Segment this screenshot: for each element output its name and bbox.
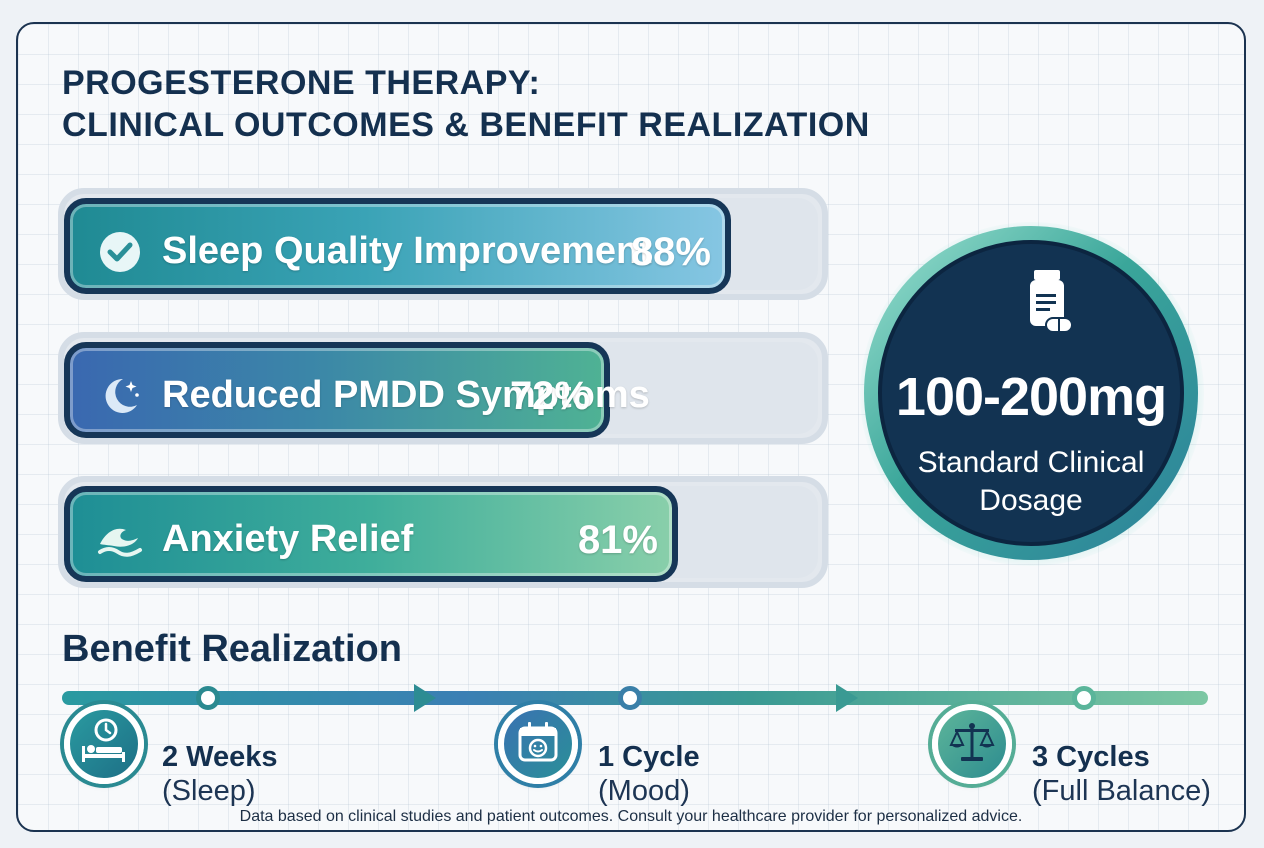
calendar-smile-icon xyxy=(514,718,562,771)
timeline-arrow xyxy=(414,684,436,712)
outcome-value: 81% xyxy=(577,518,658,562)
outcome-value: 88% xyxy=(630,230,711,274)
outcome-fill-anxiety: Anxiety Relief 81% xyxy=(64,486,678,582)
infographic-card: PROGESTERONE THERAPY: CLINICAL OUTCOMES … xyxy=(16,22,1246,832)
stage-title: 2 Weeks xyxy=(162,741,278,773)
outcome-bar-anxiety: Anxiety Relief 81% xyxy=(58,476,828,588)
wave-icon xyxy=(96,516,144,564)
benefit-realization-heading: Benefit Realization xyxy=(62,628,402,670)
stage-badge-mood xyxy=(498,704,578,784)
dosage-caption-line-2: Dosage xyxy=(979,484,1083,517)
stage-subtitle: (Sleep) xyxy=(162,775,256,807)
footnote: Data based on clinical studies and patie… xyxy=(239,808,1023,825)
outcome-fill-sleep: Sleep Quality Improvement 88% xyxy=(64,198,731,294)
outcome-fill-pmdd: Reduced PMDD Symptoms 72% xyxy=(64,342,650,438)
dosage-circle: 100-200mg Standard Clinical Dosage xyxy=(878,240,1184,546)
balance-scale-icon xyxy=(947,717,997,772)
page-title: PROGESTERONE THERAPY: CLINICAL OUTCOMES … xyxy=(62,62,870,146)
outcome-label: Anxiety Relief xyxy=(162,518,414,560)
outcome-bar-pmdd: Reduced PMDD Symptoms 72% xyxy=(58,332,828,444)
timeline-arrow xyxy=(836,684,858,712)
dosage-caption-line-1: Standard Clinical xyxy=(917,446,1145,479)
outcome-value: 72% xyxy=(509,374,590,418)
check-circle-icon xyxy=(96,228,144,276)
pill-bottle-icon xyxy=(1024,268,1074,343)
stage-title: 1 Cycle xyxy=(598,741,700,773)
timeline-dot xyxy=(196,686,220,710)
stage-subtitle: (Mood) xyxy=(598,775,690,807)
title-line-1: PROGESTERONE THERAPY: xyxy=(62,64,541,102)
stage-text-sleep: 2 Weeks (Sleep) xyxy=(162,740,278,808)
dosage-badge: 100-200mg Standard Clinical Dosage xyxy=(864,226,1198,560)
moon-stars-icon xyxy=(96,372,144,420)
timeline-dot xyxy=(1072,686,1096,710)
stage-text-mood: 1 Cycle (Mood) xyxy=(598,740,700,808)
outcome-bar-sleep: Sleep Quality Improvement 88% xyxy=(58,188,828,300)
dosage-amount: 100-200mg xyxy=(895,367,1167,427)
outcome-label: Reduced PMDD Symptoms xyxy=(162,374,650,416)
stage-badge-sleep xyxy=(64,704,144,784)
title-line-2: CLINICAL OUTCOMES & BENEFIT REALIZATION xyxy=(62,106,870,144)
stage-title: 3 Cycles xyxy=(1032,741,1150,773)
stage-badge-balance xyxy=(932,704,1012,784)
dosage-caption: Standard Clinical Dosage xyxy=(912,444,1150,520)
stage-subtitle: (Full Balance) xyxy=(1032,775,1211,807)
outcome-label: Sleep Quality Improvement xyxy=(162,230,652,272)
stage-text-balance: 3 Cycles (Full Balance) xyxy=(1032,740,1211,808)
timeline-dot xyxy=(618,686,642,710)
sleep-clock-icon xyxy=(78,716,130,773)
